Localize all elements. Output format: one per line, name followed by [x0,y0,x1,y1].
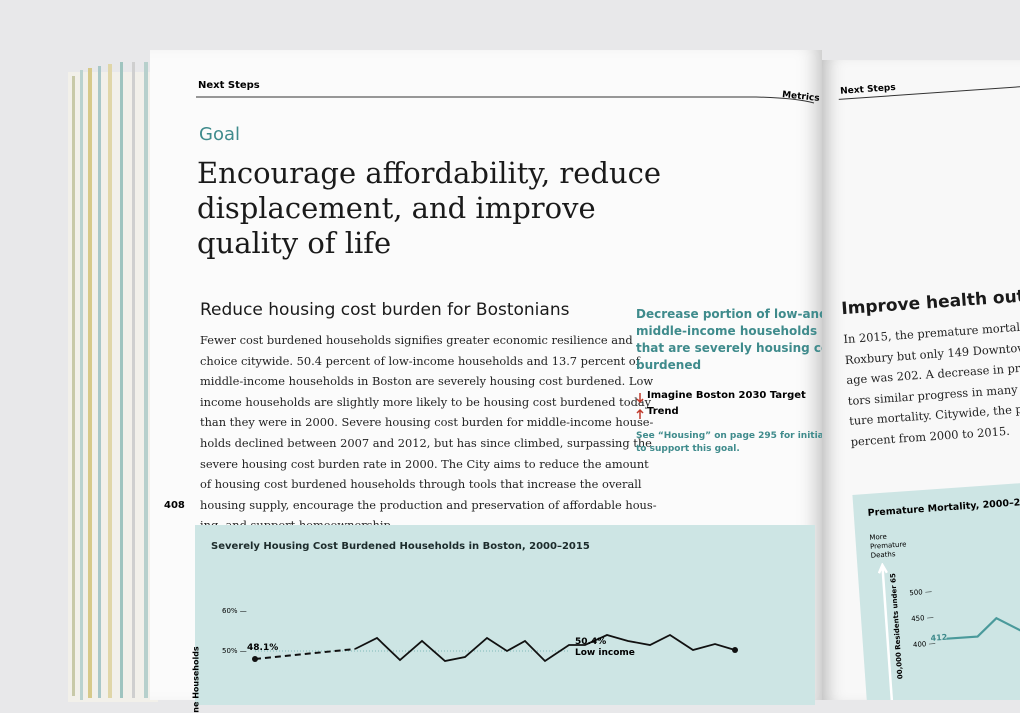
body-line: housing supply, encourage the production… [200,497,657,512]
title-line: quality of life [197,226,392,260]
body-line: choice citywide. 50.4 percent of low-inc… [200,353,640,368]
data-label: 412 [930,632,948,643]
legend-item: Trend [647,406,679,417]
body-line: holds declined between 2007 and 2012, bu… [200,435,652,450]
title: Encourage affordability, reduce displacem… [197,156,661,261]
chart-lines [252,633,738,663]
sidebar-note: See “Housing” on page 295 for initiative… [636,430,848,456]
page-number: 408 [164,500,185,511]
sidebar-heading-line: middle-income households [636,324,818,338]
trend-arrow [636,408,644,419]
section-heading: Improve health outco [840,284,1020,320]
y-tick-label: 50% — [222,647,247,655]
header-rule [196,96,815,104]
series-label: Low income [575,648,635,658]
body-text: In 2015, the premature mortality Roxbury … [843,315,1020,452]
target-arrow [636,393,644,404]
chart-panel: Severely Housing Cost Burdened Household… [192,525,815,713]
goal-label: Goal [199,124,240,145]
body-line: income households are slightly more like… [200,394,652,409]
data-label: 48.1% [247,643,279,653]
chart-title: Severely Housing Cost Burdened Household… [211,541,590,552]
sidebar-heading-line: burdened [636,358,702,372]
sidebar-heading-line: that are severely housing cost [636,341,843,355]
title-line: displacement, and improve [197,191,596,225]
body-line: of housing cost burdened households thro… [200,477,642,492]
title-line: Encourage affordability, reduce [197,156,662,190]
body-line: middle-income households in Boston are s… [200,374,654,389]
page: Book page { "left_page": { "header": {"s… [72,50,1020,713]
running-header: Next Steps [198,80,260,91]
chart-lines [946,616,1020,648]
right-page-content: Next Steps Improve health outco In 2015,… [822,60,1020,700]
sidebar-heading: Decrease portion of low-and middle-income… [636,306,842,374]
spread: Next Steps Metrics Goal Encourage afford… [72,50,1020,713]
body-line: Fewer cost burdened households signifies… [200,333,633,347]
data-label: 50.4% [575,637,607,647]
legend-item: Imagine Boston 2030 Target [647,390,806,401]
chart-panel: Premature Mortality, 2000–2015 More Prema… [852,476,1020,700]
note-line: to support this goal. [636,444,740,454]
page-edges [68,62,158,702]
right-page: Next Steps Improve health outco In 2015,… [822,60,1020,700]
sidebar-heading-line: Decrease portion of low-and [636,307,828,321]
note-line: See “Housing” on page 295 for initiative… [636,431,849,441]
body-text: Fewer cost burdened households signifies… [200,330,657,536]
y-tick-label: 60% — [222,607,247,615]
left-page: Next Steps Metrics Goal Encourage afford… [150,50,848,713]
section-heading: Reduce housing cost burden for Bostonian… [200,300,570,320]
body-line: than they were in 2000. Severe housing c… [200,415,654,430]
body-line: severe housing cost burden rate in 2000.… [200,456,649,471]
